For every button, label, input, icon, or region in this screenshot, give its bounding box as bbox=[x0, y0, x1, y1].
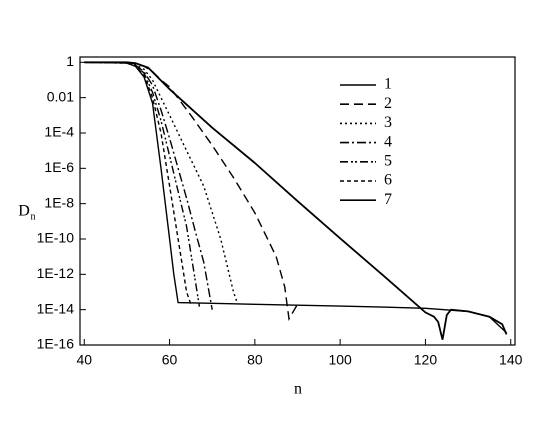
legend-label: 3 bbox=[384, 114, 392, 131]
y-axis-label-subscript: n bbox=[31, 211, 36, 222]
y-axis-label: D bbox=[18, 203, 30, 220]
legend-label: 2 bbox=[384, 95, 392, 112]
series-line bbox=[84, 61, 201, 307]
x-axis-label: n bbox=[294, 381, 302, 398]
series-line bbox=[84, 61, 213, 310]
y-tick-label: 1E-8 bbox=[44, 194, 74, 210]
legend-label: 4 bbox=[384, 133, 392, 150]
series-line bbox=[84, 61, 239, 305]
series-line bbox=[84, 61, 507, 334]
y-tick-label: 1 bbox=[66, 53, 74, 69]
x-tick-label: 40 bbox=[76, 352, 92, 368]
y-tick-label: 1E-14 bbox=[37, 300, 75, 316]
y-tick-label: 1E-6 bbox=[44, 159, 74, 175]
legend-label: 1 bbox=[384, 76, 392, 93]
y-tick-label: 1E-10 bbox=[37, 230, 75, 246]
y-tick-label: 1E-12 bbox=[37, 265, 75, 281]
y-tick-label: 1E-16 bbox=[37, 336, 75, 352]
y-tick-label: 1E-4 bbox=[44, 124, 74, 140]
legend-label: 7 bbox=[384, 191, 392, 208]
x-tick-label: 60 bbox=[162, 352, 178, 368]
legend-label: 6 bbox=[384, 172, 392, 189]
x-tick-label: 140 bbox=[499, 352, 523, 368]
x-tick-label: 80 bbox=[247, 352, 263, 368]
plot-frame bbox=[79, 56, 516, 346]
legend-label: 5 bbox=[384, 152, 392, 169]
series-line bbox=[84, 61, 508, 340]
y-tick-label: 0.01 bbox=[47, 88, 74, 104]
x-tick-label: 120 bbox=[414, 352, 438, 368]
series-line bbox=[84, 61, 299, 322]
x-tick-label: 100 bbox=[328, 352, 352, 368]
series-line bbox=[84, 61, 192, 305]
